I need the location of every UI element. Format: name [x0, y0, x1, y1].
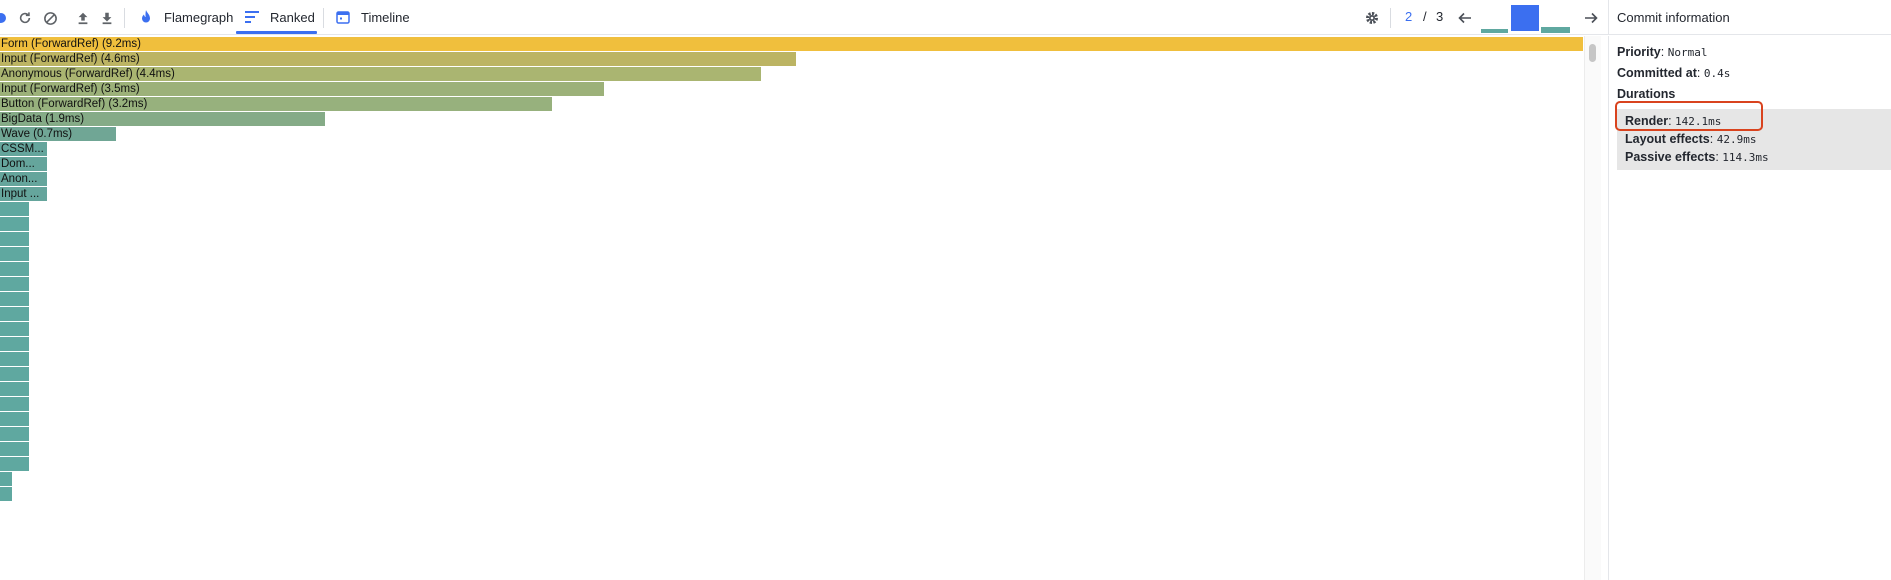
commit-bar[interactable] — [1481, 29, 1508, 33]
upload-icon[interactable] — [74, 9, 92, 27]
ranked-bar[interactable] — [0, 217, 30, 232]
commit-bar[interactable] — [1511, 5, 1539, 33]
durations-box: Render: 142.1ms Layout effects: 42.9ms P… — [1617, 109, 1891, 170]
ranked-bar[interactable]: CSSM... — [0, 142, 48, 157]
tab-timeline-label: Timeline — [361, 9, 410, 25]
priority-row: Priority: Normal — [1617, 45, 1708, 59]
settings-gear-icon[interactable] — [1363, 9, 1381, 27]
ranked-bar[interactable] — [0, 442, 30, 457]
ranked-bar[interactable]: Input (ForwardRef) (3.5ms) — [0, 82, 605, 97]
ranked-icon — [244, 9, 260, 25]
render-duration-row: Render: 142.1ms — [1625, 114, 1722, 128]
ranked-bar[interactable] — [0, 427, 30, 442]
ranked-bar[interactable]: Form (ForwardRef) (9.2ms) — [0, 37, 1584, 52]
durations-label: Durations — [1617, 87, 1676, 101]
render-label: Render — [1625, 114, 1669, 128]
commit-selector-chart[interactable] — [1481, 3, 1571, 33]
toolbar-divider — [1390, 8, 1391, 28]
profiler-toolbar: Flamegraph Ranked Timeline 2 / 3 — [0, 0, 1608, 35]
passive-effects-value: 114.3ms — [1722, 151, 1769, 164]
priority-label: Priority — [1617, 45, 1661, 59]
previous-commit-arrow-icon[interactable] — [1456, 9, 1474, 27]
reload-icon[interactable] — [16, 9, 34, 27]
ranked-bar[interactable] — [0, 352, 30, 367]
commit-information-header: Commit information — [1608, 0, 1891, 35]
tab-ranked-label: Ranked — [270, 9, 315, 25]
render-highlight-annotation — [1615, 101, 1763, 131]
tab-flamegraph-label: Flamegraph — [164, 9, 234, 25]
ranked-bar[interactable] — [0, 262, 30, 277]
commit-information-title: Commit information — [1617, 9, 1730, 25]
ranked-bar[interactable]: Button (ForwardRef) (3.2ms) — [0, 97, 553, 112]
committed-at-value: 0.4s — [1703, 67, 1731, 80]
ranked-bar[interactable]: Dom... — [0, 157, 48, 172]
committed-at-label: Committed at — [1617, 66, 1697, 80]
ranked-bar[interactable] — [0, 337, 30, 352]
ranked-bar[interactable] — [0, 322, 30, 337]
download-icon[interactable] — [98, 9, 116, 27]
ranked-bar[interactable]: Anonymous (ForwardRef) (4.4ms) — [0, 67, 762, 82]
record-button[interactable] — [0, 13, 6, 23]
clear-icon[interactable] — [41, 9, 59, 27]
ranked-bar[interactable] — [0, 457, 30, 472]
tab-flamegraph[interactable]: Flamegraph — [138, 0, 233, 34]
commit-information-panel: Priority: Normal Committed at: 0.4s Dura… — [1608, 36, 1891, 580]
toolbar-divider — [124, 8, 125, 28]
next-commit-arrow-icon[interactable] — [1582, 9, 1600, 27]
ranked-bar[interactable] — [0, 487, 13, 502]
ranked-bar[interactable] — [0, 397, 30, 412]
layout-effects-value: 42.9ms — [1716, 133, 1757, 146]
calendar-icon — [335, 9, 351, 25]
commit-nav-separator: / — [1423, 9, 1427, 24]
ranked-bar[interactable] — [0, 412, 30, 427]
ranked-bar[interactable]: Wave (0.7ms) — [0, 127, 117, 142]
ranked-bar[interactable] — [0, 382, 30, 397]
tab-ranked[interactable]: Ranked — [236, 0, 317, 34]
passive-effects-label: Passive effects — [1625, 150, 1716, 164]
priority-value: Normal — [1667, 46, 1708, 59]
layout-effects-row: Layout effects: 42.9ms — [1625, 132, 1757, 146]
commit-bar[interactable] — [1541, 27, 1570, 33]
ranked-chart: Form (ForwardRef) (9.2ms) Input (ForwardR… — [0, 36, 1608, 580]
commit-total-count: 3 — [1436, 9, 1444, 24]
ranked-bar[interactable] — [0, 277, 30, 292]
chart-scrollbar-thumb[interactable] — [1589, 44, 1596, 62]
chart-scrollbar[interactable] — [1584, 36, 1601, 580]
flame-icon — [138, 9, 154, 25]
ranked-bar[interactable]: Anon... — [0, 172, 48, 187]
ranked-bar[interactable]: BigData (1.9ms) — [0, 112, 326, 127]
passive-effects-row: Passive effects: 114.3ms — [1625, 150, 1769, 164]
committed-at-row: Committed at: 0.4s — [1617, 66, 1731, 80]
ranked-bar[interactable] — [0, 292, 30, 307]
ranked-bar[interactable] — [0, 367, 30, 382]
ranked-bar[interactable] — [0, 247, 30, 262]
ranked-bar[interactable] — [0, 232, 30, 247]
ranked-bar[interactable] — [0, 307, 30, 322]
toolbar-divider — [323, 8, 324, 28]
commit-current-index: 2 — [1405, 9, 1413, 24]
ranked-bar[interactable]: Input (ForwardRef) (4.6ms) — [0, 52, 797, 67]
ranked-bar[interactable] — [0, 202, 30, 217]
ranked-bar[interactable]: Input ... — [0, 187, 48, 202]
render-value: 142.1ms — [1675, 115, 1722, 128]
ranked-bar[interactable] — [0, 472, 13, 487]
tab-timeline[interactable]: Timeline — [335, 0, 410, 34]
layout-effects-label: Layout effects — [1625, 132, 1710, 146]
